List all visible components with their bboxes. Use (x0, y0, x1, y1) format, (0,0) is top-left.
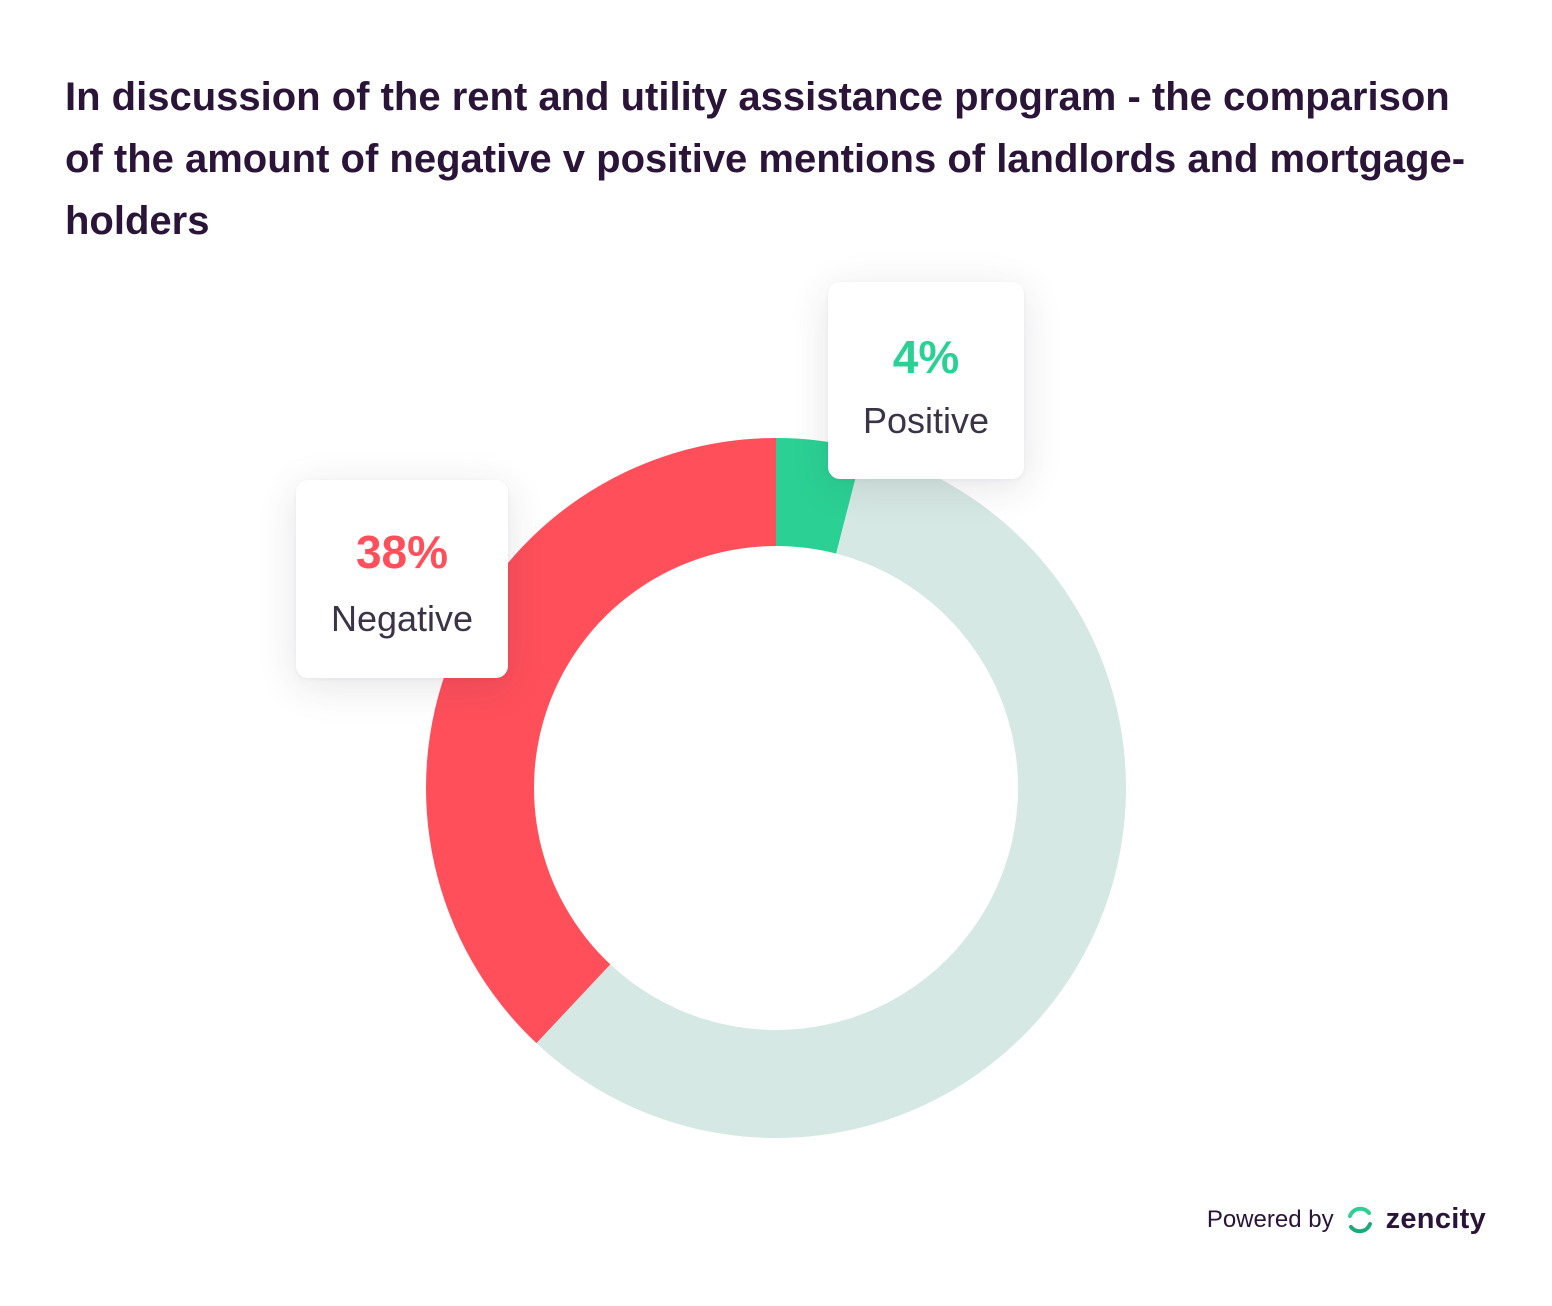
positive-label: Positive (862, 400, 990, 441)
positive-percent: 4% (892, 331, 960, 383)
brand-name: zencity (1385, 1203, 1486, 1235)
slice-negative (426, 438, 776, 1044)
footer: Powered by zencity (1207, 1203, 1486, 1236)
negative-callout: 38% Negative (296, 480, 508, 678)
chart-title: In discussion of the rent and utility as… (65, 75, 1466, 243)
powered-by-text: Powered by (1206, 1205, 1334, 1233)
zencity-logo-icon (1346, 1206, 1374, 1234)
slice-other (536, 448, 1127, 1139)
negative-label: Negative (330, 598, 474, 639)
positive-callout: 4% Positive (828, 282, 1024, 479)
negative-percent: 38% (355, 526, 449, 578)
